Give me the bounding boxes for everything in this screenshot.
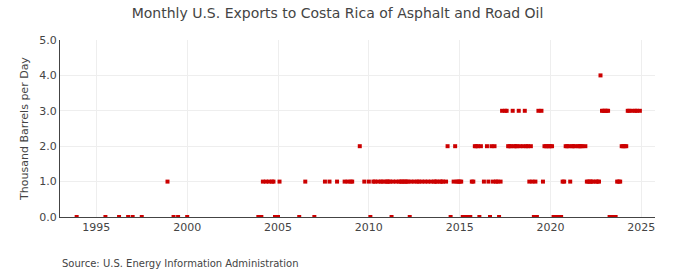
svg-text:5.0: 5.0: [39, 34, 57, 47]
svg-text:3.0: 3.0: [39, 105, 57, 118]
svg-text:2005: 2005: [264, 221, 292, 234]
svg-text:2020: 2020: [537, 221, 565, 234]
svg-text:2025: 2025: [627, 221, 655, 234]
svg-text:Thousand Barrels per Day: Thousand Barrels per Day: [18, 57, 31, 201]
svg-text:4.0: 4.0: [39, 69, 57, 82]
svg-text:Monthly U.S. Exports to Costa: Monthly U.S. Exports to Costa Rica of As…: [132, 5, 544, 21]
svg-text:2000: 2000: [173, 221, 201, 234]
svg-text:1995: 1995: [82, 221, 110, 234]
svg-text:2010: 2010: [355, 221, 383, 234]
svg-text:2015: 2015: [446, 221, 474, 234]
svg-text:2.0: 2.0: [39, 140, 57, 153]
svg-text:0.0: 0.0: [39, 211, 57, 224]
svg-text:Source: U.S. Energy Informatio: Source: U.S. Energy Information Administ…: [62, 258, 299, 269]
svg-text:1.0: 1.0: [39, 175, 57, 188]
